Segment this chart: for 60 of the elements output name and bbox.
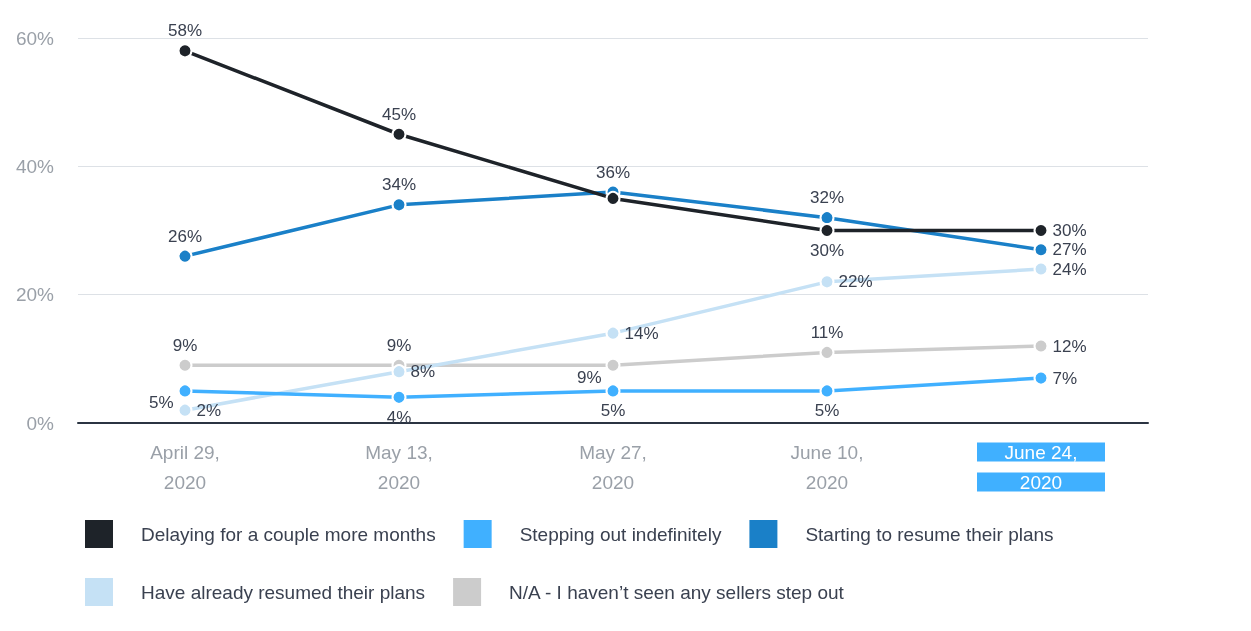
data-label: 8% xyxy=(410,362,436,382)
data-label: 22% xyxy=(838,272,873,292)
point xyxy=(819,344,835,360)
data-label: 12% xyxy=(1052,336,1087,356)
data-label: 4% xyxy=(386,407,412,427)
x-tick-label: April 29, 2020 xyxy=(150,441,220,493)
data-label: 32% xyxy=(809,188,845,208)
data-label: 45% xyxy=(381,104,417,124)
point xyxy=(819,274,835,290)
point xyxy=(1033,370,1049,386)
point xyxy=(819,383,835,399)
legend-label: Delaying for a couple more months xyxy=(141,523,436,545)
data-label: 9% xyxy=(386,335,412,355)
point xyxy=(177,383,193,399)
point xyxy=(391,126,407,142)
data-label: 5% xyxy=(814,401,840,421)
point xyxy=(605,383,621,399)
data-label: 7% xyxy=(1052,368,1078,388)
point xyxy=(177,357,193,373)
data-label: 30% xyxy=(809,241,845,260)
legend-label: Stepping out indefinitely xyxy=(519,523,722,545)
data-label: 2% xyxy=(196,400,222,420)
data-label: 11% xyxy=(810,322,844,342)
point xyxy=(391,197,407,213)
point xyxy=(177,43,193,59)
x-tick-label: June 10, 2020 xyxy=(790,441,864,493)
data-label: 27% xyxy=(1052,240,1087,260)
point xyxy=(1033,223,1049,238)
data-label: 24% xyxy=(1052,259,1087,279)
point xyxy=(605,357,621,373)
legend-label: Have already resumed their plans xyxy=(141,581,426,603)
y-tick-label: 20% xyxy=(15,284,55,306)
y-tick-label: 60% xyxy=(15,27,55,49)
point xyxy=(819,223,835,238)
y-tick-label: 40% xyxy=(15,155,55,177)
data-label: 30% xyxy=(1052,221,1087,240)
x-tick-label: May 27, 2020 xyxy=(579,441,647,493)
legend-label: N/A - I haven’t seen any sellers step out xyxy=(509,581,845,603)
data-label: 5% xyxy=(148,393,174,413)
point xyxy=(177,248,193,264)
point xyxy=(1033,338,1049,354)
data-label: 26% xyxy=(167,226,203,246)
point xyxy=(177,402,193,418)
point xyxy=(391,364,407,380)
data-label: 14% xyxy=(624,323,659,343)
point xyxy=(1033,261,1049,277)
data-label: 5% xyxy=(600,401,626,421)
data-label: 9% xyxy=(172,335,198,355)
point xyxy=(1033,242,1049,258)
data-label: 34% xyxy=(381,175,417,195)
data-label: 36% xyxy=(595,162,631,182)
y-tick-label: 0% xyxy=(26,412,55,434)
point xyxy=(391,389,407,405)
x-tick-label: June 24, 2020 xyxy=(1004,441,1078,493)
data-label: 58% xyxy=(167,21,203,41)
point xyxy=(605,325,621,341)
data-label: 9% xyxy=(576,367,602,387)
point xyxy=(605,190,621,206)
x-tick-label: May 13, 2020 xyxy=(365,441,433,493)
legend-label: Starting to resume their plans xyxy=(805,523,1054,545)
